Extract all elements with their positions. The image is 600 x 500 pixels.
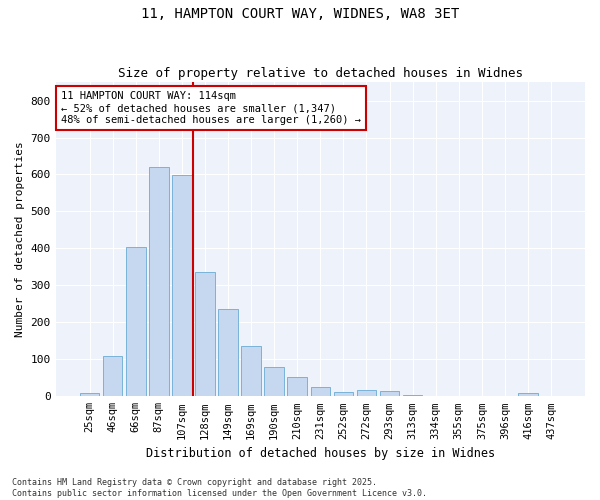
Bar bbox=[103, 356, 122, 397]
Bar bbox=[265, 367, 284, 396]
Text: Contains HM Land Registry data © Crown copyright and database right 2025.
Contai: Contains HM Land Registry data © Crown c… bbox=[12, 478, 427, 498]
Bar bbox=[241, 346, 261, 397]
Bar bbox=[334, 392, 353, 396]
Bar bbox=[149, 167, 169, 396]
Bar bbox=[287, 377, 307, 396]
Bar bbox=[80, 394, 100, 396]
Bar bbox=[356, 390, 376, 396]
Bar bbox=[126, 246, 146, 396]
Bar bbox=[403, 395, 422, 396]
Text: 11, HAMPTON COURT WAY, WIDNES, WA8 3ET: 11, HAMPTON COURT WAY, WIDNES, WA8 3ET bbox=[141, 8, 459, 22]
Bar bbox=[172, 175, 191, 396]
X-axis label: Distribution of detached houses by size in Widnes: Distribution of detached houses by size … bbox=[146, 447, 495, 460]
Bar bbox=[311, 387, 330, 396]
Bar bbox=[195, 272, 215, 396]
Bar bbox=[380, 391, 400, 396]
Title: Size of property relative to detached houses in Widnes: Size of property relative to detached ho… bbox=[118, 66, 523, 80]
Bar bbox=[518, 393, 538, 396]
Text: 11 HAMPTON COURT WAY: 114sqm
← 52% of detached houses are smaller (1,347)
48% of: 11 HAMPTON COURT WAY: 114sqm ← 52% of de… bbox=[61, 92, 361, 124]
Y-axis label: Number of detached properties: Number of detached properties bbox=[15, 142, 25, 337]
Bar bbox=[218, 309, 238, 396]
